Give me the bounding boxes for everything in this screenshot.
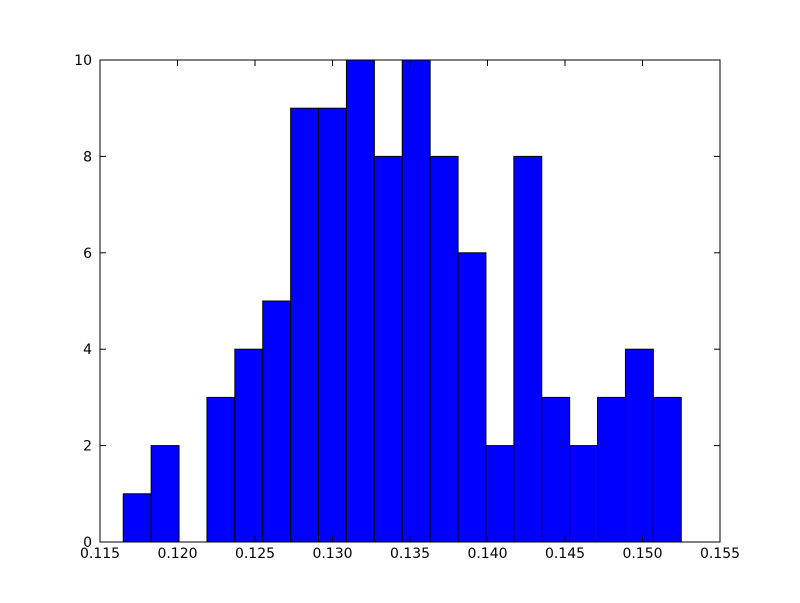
bar <box>262 300 292 543</box>
bar <box>206 396 236 543</box>
bar <box>569 445 599 543</box>
bar <box>150 445 180 543</box>
bar <box>624 348 654 543</box>
bar <box>345 59 375 543</box>
y-tick-label: 10 <box>74 53 92 69</box>
y-tick-label: 4 <box>83 342 92 358</box>
x-tick-label: 0.135 <box>390 546 430 562</box>
y-tick-label: 0 <box>83 535 92 551</box>
bar <box>122 493 152 543</box>
y-tick-label: 8 <box>83 149 92 165</box>
bar <box>597 396 626 543</box>
bar <box>485 445 515 543</box>
x-tick-label: 0.140 <box>467 546 507 562</box>
bar <box>401 59 431 543</box>
bar <box>429 155 459 543</box>
bar <box>652 396 682 543</box>
bar <box>318 107 347 543</box>
bar <box>373 155 403 543</box>
x-tick-label: 0.125 <box>235 546 275 562</box>
x-tick-label: 0.130 <box>312 546 352 562</box>
x-tick-label: 0.150 <box>622 546 662 562</box>
bar <box>234 348 264 543</box>
y-tick-label: 2 <box>83 439 92 455</box>
bar <box>457 252 487 543</box>
bar <box>541 396 571 543</box>
x-tick-label: 0.145 <box>545 546 585 562</box>
x-tick-label: 0.115 <box>80 546 120 562</box>
bar <box>290 107 320 543</box>
x-tick-label: 0.120 <box>157 546 197 562</box>
x-tick-label: 0.155 <box>700 546 740 562</box>
y-tick-label: 6 <box>83 246 92 262</box>
bar <box>513 155 543 543</box>
